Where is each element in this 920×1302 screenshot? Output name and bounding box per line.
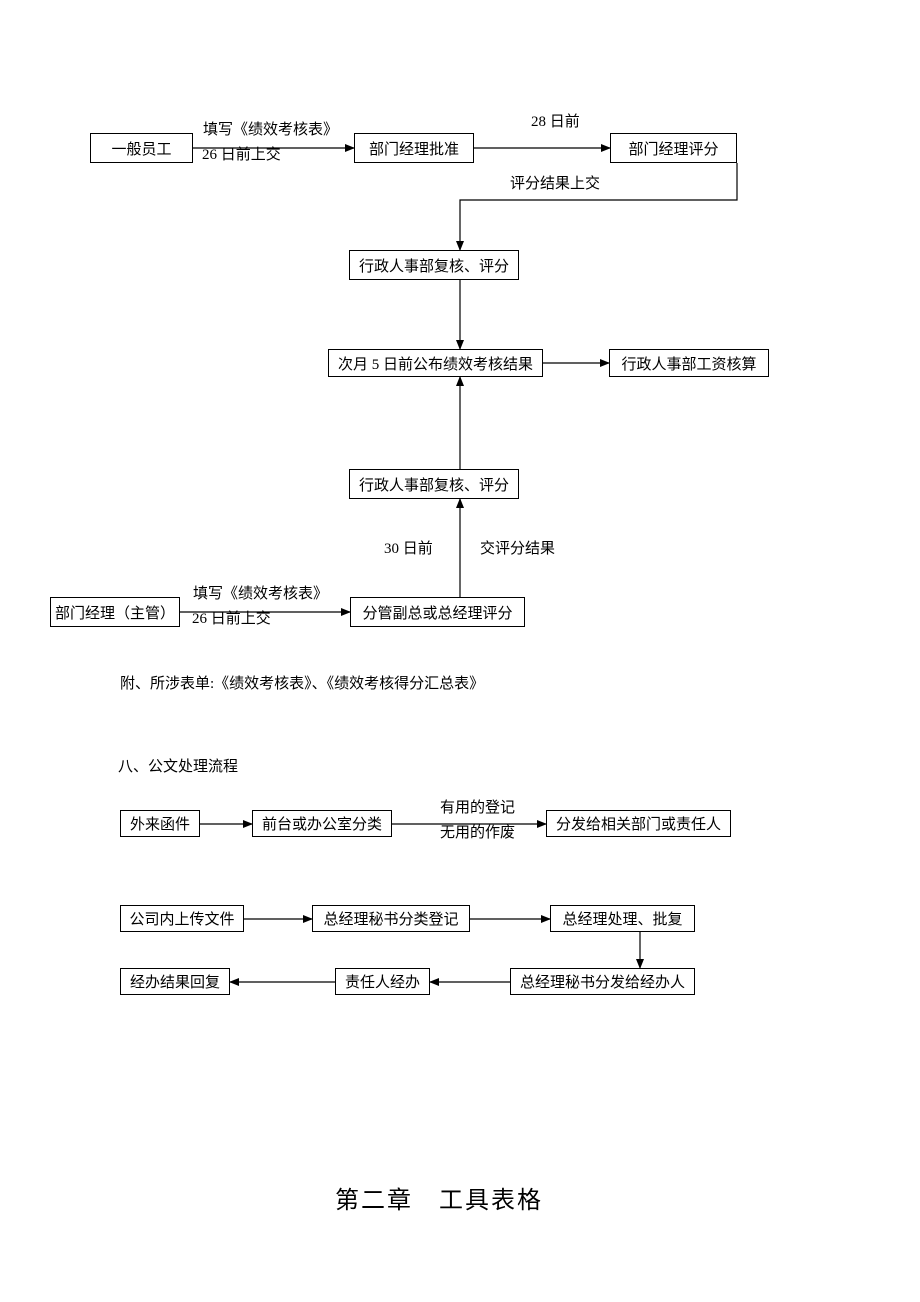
chapter-2-title: 第二章 工具表格 (335, 1180, 543, 1215)
fc1-node-publish: 次月 5 日前公布绩效考核结果 (328, 349, 543, 377)
fc2-node-result-reply: 经办结果回复 (120, 968, 230, 995)
fc2-node-incoming: 外来函件 (120, 810, 200, 837)
attachment-text: 附、所涉表单:《绩效考核表》、《绩效考核得分汇总表》 (120, 672, 484, 693)
fc2-node-secretary-distribute: 总经理秘书分发给经办人 (510, 968, 695, 995)
fc2-label-useful: 有用的登记 (440, 796, 515, 817)
fc1-node-dept-mgr: 部门经理（主管） (50, 597, 180, 627)
section-8-title: 八、公文处理流程 (118, 755, 238, 776)
fc1-node-mgr-approve: 部门经理批准 (354, 133, 474, 163)
fc1-label-submit-26-2: 26 日前上交 (192, 607, 271, 628)
fc1-label-submit-score: 评分结果上交 (510, 172, 600, 193)
fc1-label-submit-26-1: 26 日前上交 (202, 143, 281, 164)
fc2-node-gm-process: 总经理处理、批复 (550, 905, 695, 932)
fc2-node-internal-upload: 公司内上传文件 (120, 905, 244, 932)
fc1-label-submit-score2: 交评分结果 (480, 537, 555, 558)
document-page: 一般员工 部门经理批准 部门经理评分 行政人事部复核、评分 次月 5 日前公布绩… (0, 0, 920, 1302)
fc2-node-owner-handle: 责任人经办 (335, 968, 430, 995)
fc2-node-distribute: 分发给相关部门或责任人 (546, 810, 731, 837)
fc1-node-hr-review1: 行政人事部复核、评分 (349, 250, 519, 280)
fc2-label-useless: 无用的作废 (440, 821, 515, 842)
fc1-node-hr-review2: 行政人事部复核、评分 (349, 469, 519, 499)
fc1-node-mgr-score: 部门经理评分 (610, 133, 737, 163)
fc1-label-fill-form-2: 填写《绩效考核表》 (193, 582, 328, 603)
fc1-label-30: 30 日前 (384, 537, 433, 558)
fc1-label-fill-form-1: 填写《绩效考核表》 (203, 118, 338, 139)
fc1-label-28: 28 日前 (531, 110, 580, 131)
fc1-node-hr-salary: 行政人事部工资核算 (609, 349, 769, 377)
fc2-node-secretary-register: 总经理秘书分类登记 (312, 905, 470, 932)
edges-svg (0, 0, 920, 1302)
fc2-node-reception-sort: 前台或办公室分类 (252, 810, 392, 837)
fc1-node-staff: 一般员工 (90, 133, 193, 163)
fc1-node-vp-score: 分管副总或总经理评分 (350, 597, 525, 627)
